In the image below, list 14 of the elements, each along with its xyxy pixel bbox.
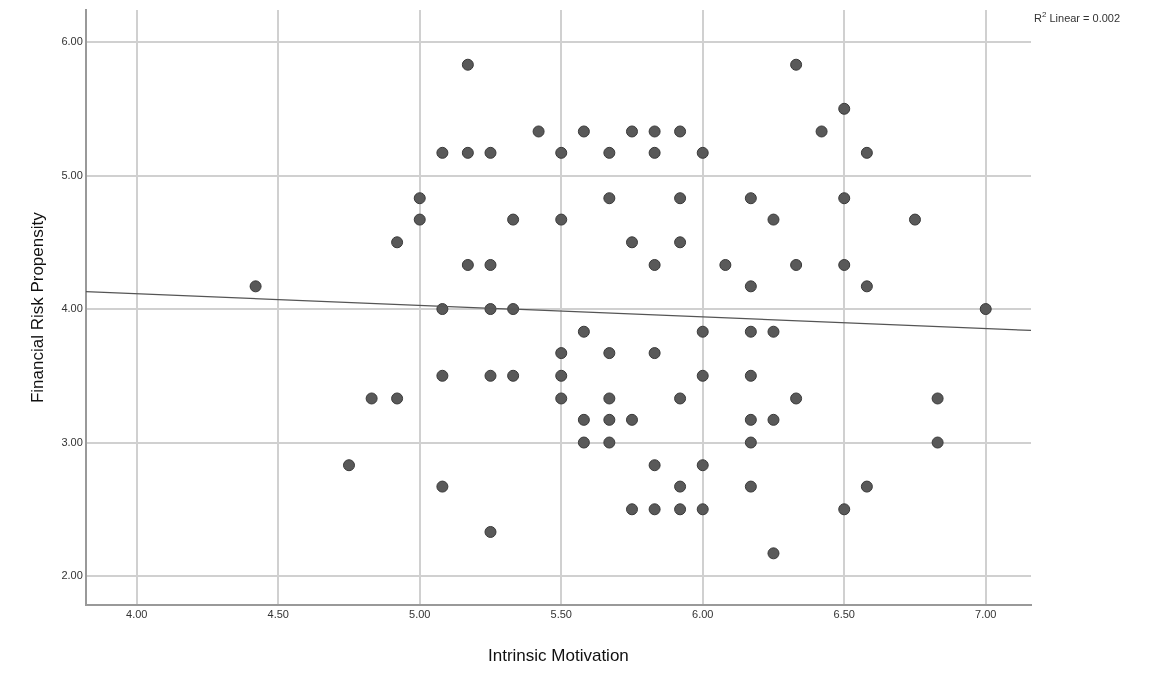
y-tick-label: 4.00 [61, 302, 83, 315]
x-tick-label: 4.50 [267, 608, 289, 621]
x-tick-label: 5.50 [550, 608, 572, 621]
y-tick-label: 6.00 [61, 35, 83, 48]
x-tick-label: 6.00 [692, 608, 714, 621]
x-tick-label: 5.00 [409, 608, 431, 621]
y-tick-label: 3.00 [61, 435, 83, 448]
y-tick-label: 2.00 [61, 569, 83, 582]
x-tick-label: 4.00 [126, 608, 148, 621]
y-tick-label: 5.00 [61, 168, 83, 181]
x-tick-label: 7.00 [975, 608, 997, 621]
x-axis-title: Intrinsic Motivation [488, 646, 629, 666]
y-axis-title: Financial Risk Propensity [27, 211, 47, 404]
x-tick-label: 6.50 [833, 608, 855, 621]
